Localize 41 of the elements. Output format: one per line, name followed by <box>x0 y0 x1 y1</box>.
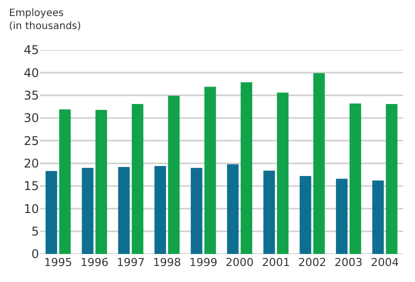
y-tick-label: 0 <box>31 247 39 262</box>
bar <box>168 96 180 254</box>
y-axis-title: Employees (in thousands) <box>9 8 82 32</box>
y-tick-label: 40 <box>24 66 39 80</box>
bar <box>263 170 275 254</box>
y-tick-label: 10 <box>24 202 39 216</box>
bar <box>82 168 94 254</box>
y-tick-label: 45 <box>24 43 39 58</box>
x-tick-label: 2004 <box>370 256 399 269</box>
bar <box>276 92 289 254</box>
bar <box>336 178 348 254</box>
bar <box>132 104 144 254</box>
y-tick-label: 25 <box>24 134 39 148</box>
x-tick-label: 2000 <box>226 256 254 269</box>
x-tick-label: 1995 <box>44 256 72 269</box>
y-tick-label: 30 <box>24 111 39 126</box>
bar <box>118 166 130 254</box>
y-tick-label: 35 <box>24 88 39 103</box>
bar <box>386 104 398 254</box>
bar <box>227 164 239 254</box>
bar <box>46 171 58 254</box>
x-tick-label: 1999 <box>189 256 218 269</box>
y-tick-label: 15 <box>24 179 39 194</box>
y-tick-label: 20 <box>24 156 39 171</box>
bar <box>372 180 384 254</box>
x-tick-label: 1997 <box>116 256 145 269</box>
bar <box>190 168 202 254</box>
bar <box>240 82 252 254</box>
bar <box>300 176 312 254</box>
bar <box>59 109 71 254</box>
y-tick-label: 5 <box>31 224 39 239</box>
x-tick-label: 1998 <box>153 256 182 269</box>
bar <box>95 110 108 254</box>
bar <box>313 73 325 254</box>
bar <box>350 103 362 254</box>
bar <box>154 166 166 254</box>
x-tick-label: 2003 <box>334 256 363 269</box>
x-tick-label: 1996 <box>80 256 108 269</box>
x-tick-label: 2001 <box>262 256 290 269</box>
bar <box>204 86 216 254</box>
x-tick-label: 2002 <box>298 256 326 269</box>
